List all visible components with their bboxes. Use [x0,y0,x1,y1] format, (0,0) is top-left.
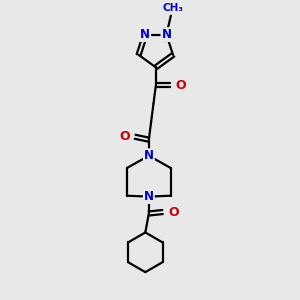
Text: N: N [140,28,150,41]
Text: O: O [168,206,178,218]
Text: N: N [144,190,154,203]
Text: N: N [144,149,154,162]
Text: O: O [119,130,130,143]
Text: CH₃: CH₃ [163,3,184,14]
Text: O: O [175,79,186,92]
Text: N: N [161,28,172,41]
